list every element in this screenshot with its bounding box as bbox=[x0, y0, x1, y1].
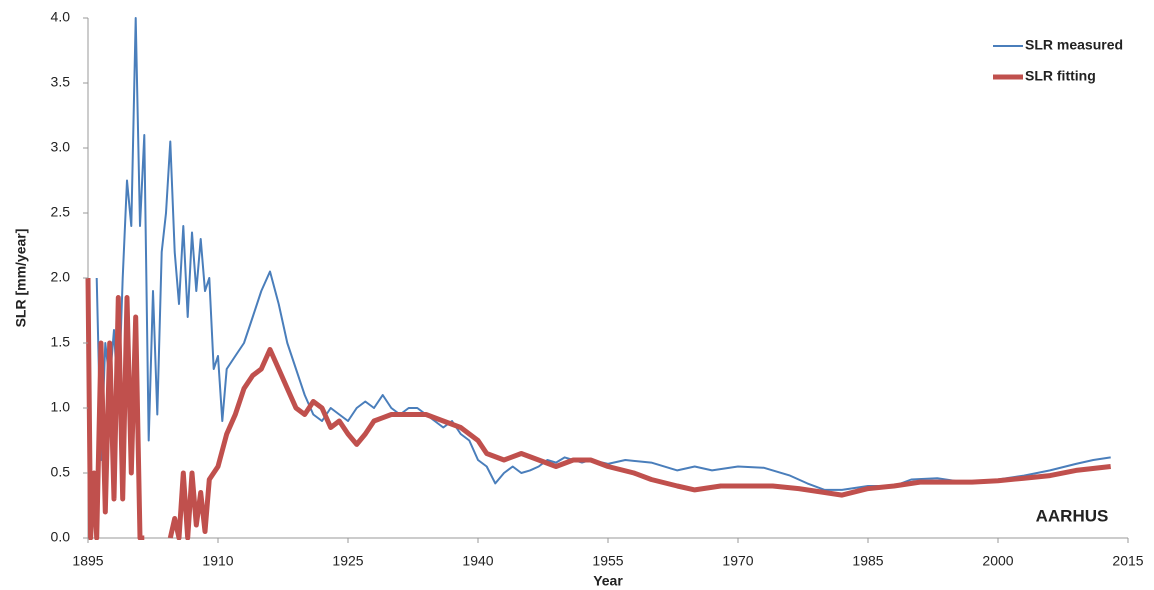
series-line bbox=[85, 277, 1111, 540]
annotation: AARHUS bbox=[1036, 506, 1109, 525]
y-tick-label: 0.0 bbox=[51, 529, 71, 545]
y-tick-label: 3.5 bbox=[51, 74, 71, 90]
x-tick-label: 2000 bbox=[982, 553, 1013, 569]
y-tick-label: 2.5 bbox=[51, 204, 71, 220]
x-axis-title: Year bbox=[593, 573, 623, 589]
x-tick-label: 2015 bbox=[1112, 553, 1143, 569]
legend-label: SLR fitting bbox=[1025, 68, 1096, 84]
y-axis-title: SLR [mm/year] bbox=[13, 229, 29, 328]
x-tick-label: 1970 bbox=[722, 553, 753, 569]
y-tick-label: 4.0 bbox=[51, 9, 71, 25]
x-tick-label: 1985 bbox=[852, 553, 883, 569]
y-tick-label: 3.0 bbox=[51, 139, 71, 155]
x-tick-label: 1925 bbox=[332, 553, 363, 569]
series-line bbox=[95, 17, 1111, 491]
x-tick-label: 1895 bbox=[72, 553, 103, 569]
y-tick-label: 2.0 bbox=[51, 269, 71, 285]
plot-area bbox=[85, 17, 1111, 540]
x-tick-label: 1940 bbox=[462, 553, 493, 569]
x-tick-label: 1910 bbox=[202, 553, 233, 569]
x-tick-label: 1955 bbox=[592, 553, 623, 569]
y-tick-label: 1.5 bbox=[51, 334, 71, 350]
y-tick-label: 1.0 bbox=[51, 399, 71, 415]
y-tick-label: 0.5 bbox=[51, 464, 71, 480]
legend-label: SLR measured bbox=[1025, 37, 1123, 53]
